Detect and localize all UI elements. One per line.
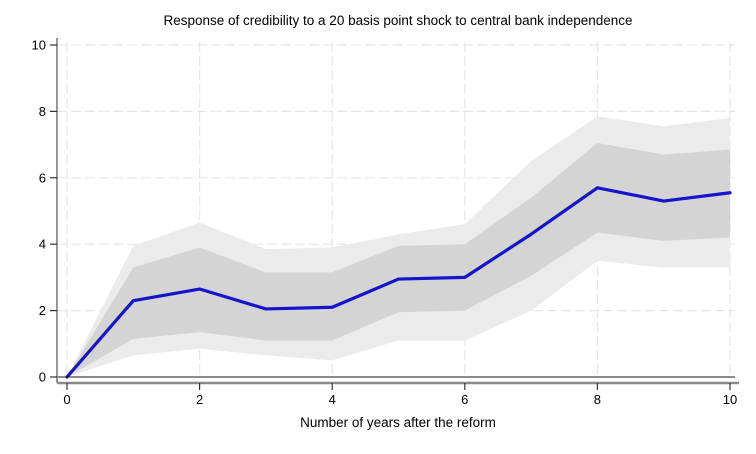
y-tick-label: 2 (39, 303, 46, 318)
y-tick-label: 6 (39, 170, 46, 185)
inner-confidence-band (67, 142, 730, 377)
x-tick-label: 10 (723, 392, 737, 407)
response-line (65, 186, 732, 379)
x-tick-label: 4 (329, 392, 336, 407)
x-tick-label: 2 (196, 392, 203, 407)
x-axis-title: Number of years after the reform (300, 415, 496, 430)
x-tick-label: 0 (63, 392, 70, 407)
y-tick-label: 8 (39, 104, 46, 119)
y-tick-label: 4 (39, 237, 46, 252)
x-tick-label: 6 (461, 392, 468, 407)
y-tick-label: 0 (39, 370, 46, 385)
y-tick-label: 10 (32, 38, 46, 53)
chart-title: Response of credibility to a 20 basis po… (163, 13, 632, 28)
x-tick-label: 8 (594, 392, 601, 407)
